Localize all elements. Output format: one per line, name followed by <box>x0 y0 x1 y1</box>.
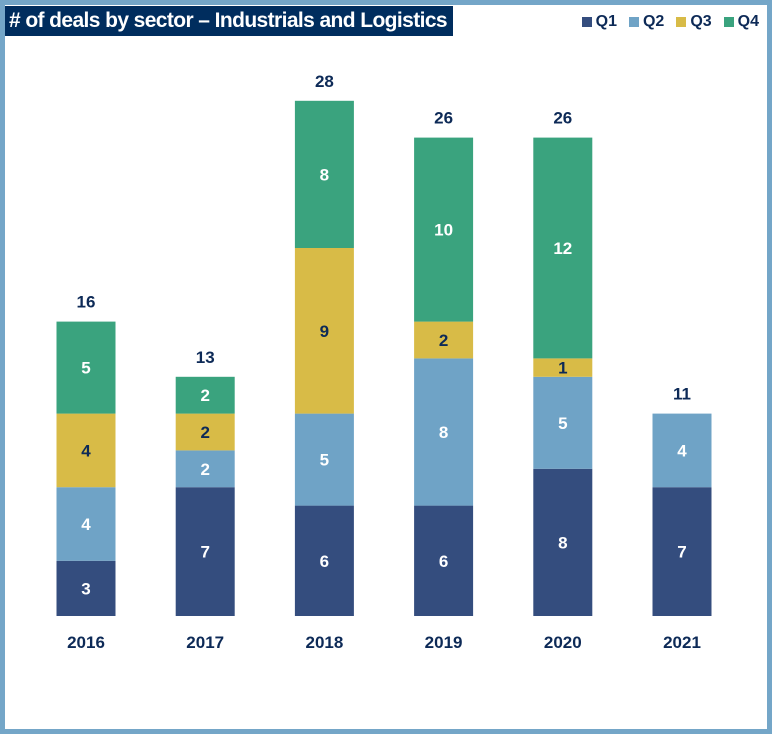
bar-q1-2017 <box>175 487 235 616</box>
data-label: 2 <box>200 460 209 479</box>
legend-label: Q2 <box>642 13 665 30</box>
data-label: 8 <box>558 533 567 552</box>
legend-swatch-q2 <box>628 17 639 27</box>
legend-label: Q4 <box>737 13 759 30</box>
bar-q2-2018 <box>294 413 354 506</box>
legend-item-q3: Q3 <box>676 13 712 31</box>
x-tick-label: 2020 <box>544 633 582 652</box>
bar-q4-2018 <box>294 100 354 248</box>
total-label: 26 <box>434 109 453 128</box>
bar-q2-2019 <box>414 358 474 506</box>
legend: Q1 Q2 Q3 Q4 <box>581 13 759 31</box>
x-tick-label: 2021 <box>663 633 701 652</box>
x-tick-label: 2016 <box>67 633 105 652</box>
plot-area: 3 4 4 5 16 2016 7 2 2 2 13 2017 6 5 9 8 28 2018 6 8 2 10 26 201… <box>56 72 712 652</box>
data-label: 6 <box>439 552 448 571</box>
data-label: 8 <box>320 165 329 184</box>
legend-label: Q1 <box>595 13 617 30</box>
bar-q4-2016 <box>56 321 116 414</box>
legend-swatch-q4 <box>723 17 734 27</box>
total-label: 16 <box>77 293 96 312</box>
data-label: 5 <box>320 451 329 470</box>
bar-q2-2021 <box>652 413 712 488</box>
bar-q2-2016 <box>56 487 116 561</box>
data-label: 2 <box>439 331 448 350</box>
data-label: 8 <box>439 423 448 442</box>
data-label: 6 <box>320 552 329 571</box>
bar-q1-2021 <box>652 487 712 616</box>
data-label: 2 <box>200 423 209 442</box>
bar-q1-2016 <box>56 560 116 616</box>
data-label: 12 <box>553 239 572 258</box>
x-tick-label: 2019 <box>425 633 463 652</box>
data-label: 4 <box>677 441 687 460</box>
legend-item-q4: Q4 <box>723 13 759 31</box>
data-label: 5 <box>81 359 90 378</box>
data-label: 7 <box>677 543 686 562</box>
data-label: 3 <box>81 579 90 598</box>
bar-q4-2019 <box>414 137 474 322</box>
bar-q4-2017 <box>175 376 235 414</box>
bar-q1-2020 <box>533 468 593 616</box>
bar-q3-2018 <box>294 248 354 414</box>
legend-item-q1: Q1 <box>581 13 617 31</box>
bar-q4-2020 <box>533 137 593 359</box>
x-tick-label: 2017 <box>186 633 224 652</box>
bar-q1-2018 <box>294 505 354 616</box>
bar-q1-2019 <box>414 505 474 616</box>
legend-swatch-q3 <box>676 17 687 27</box>
total-label: 26 <box>553 109 572 128</box>
total-label: 11 <box>673 385 691 404</box>
data-label: 1 <box>558 359 567 378</box>
legend-label: Q3 <box>690 13 712 30</box>
data-label: 4 <box>81 441 91 460</box>
legend-item-q2: Q2 <box>628 13 665 31</box>
x-tick-label: 2018 <box>305 633 343 652</box>
data-label: 2 <box>200 386 209 405</box>
chart-title: # of deals by sector – Industrials and L… <box>5 6 453 36</box>
bar-q3-2017 <box>175 413 235 451</box>
data-label: 4 <box>81 515 91 534</box>
bar-q3-2019 <box>414 321 474 359</box>
data-label: 7 <box>200 543 209 562</box>
data-label: 9 <box>320 322 329 341</box>
data-label: 5 <box>558 414 567 433</box>
bar-q2-2017 <box>175 450 235 488</box>
bar-q3-2020 <box>533 358 593 377</box>
total-label: 28 <box>315 72 334 91</box>
bar-q2-2020 <box>533 376 593 469</box>
legend-swatch-q1 <box>581 17 592 27</box>
data-label: 10 <box>434 221 453 240</box>
total-label: 13 <box>196 348 215 367</box>
bar-q3-2016 <box>56 413 116 488</box>
